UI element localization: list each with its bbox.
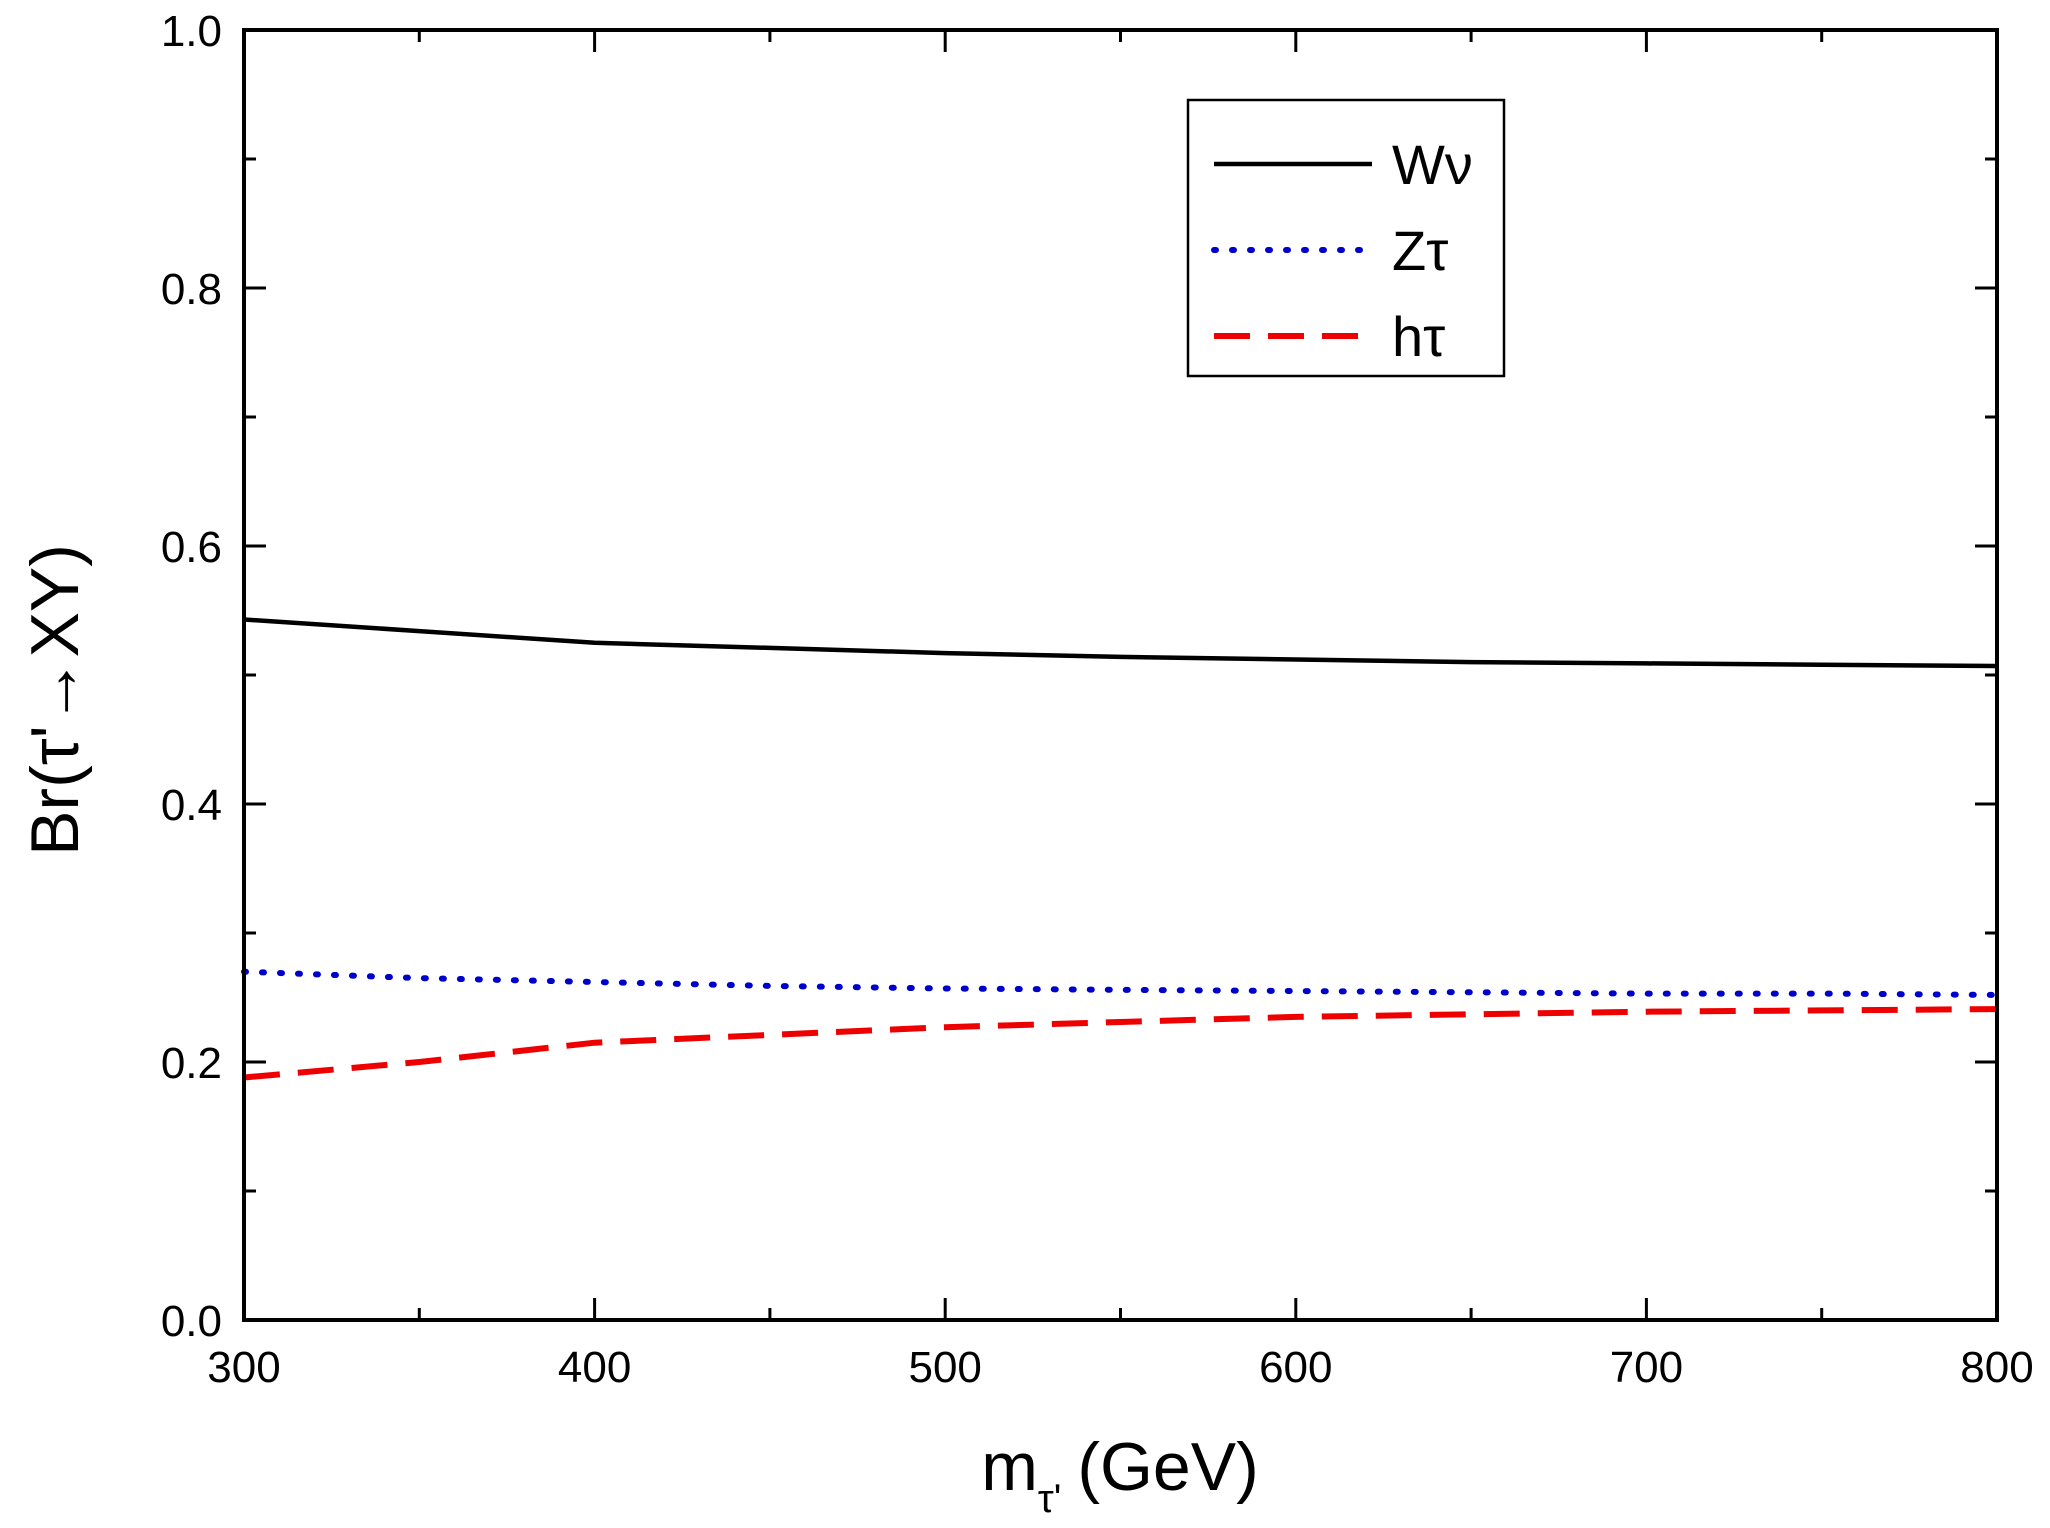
legend-box — [1186, 98, 1506, 378]
plot-frame — [242, 28, 1999, 1322]
x-tick-label: 700 — [1610, 1343, 1683, 1392]
x-axis-title-subscript: τ' — [1038, 1477, 1061, 1521]
y-tick-label: 0.4 — [161, 781, 222, 830]
series-line-2 — [243, 1006, 1998, 1081]
legend-label-0: Wν — [1392, 133, 1473, 196]
x-axis-title-unit: (GeV) — [1077, 1429, 1258, 1505]
legend-label-1: Zτ — [1392, 219, 1448, 282]
y-tick-label: 0.8 — [161, 265, 222, 314]
x-axis-title-main: m — [981, 1429, 1038, 1505]
legend: Wν Zτ hτ — [1186, 98, 1506, 378]
y-tick-label: 0.6 — [161, 523, 222, 572]
series-line-1 — [241, 968, 2000, 998]
tick-labels: 300 400 500 600 700 800 0.0 0.2 0.4 0.6 0.8 1.0 — [161, 7, 2034, 1392]
series-line-0 — [243, 617, 1998, 669]
y-tick-label: 1.0 — [161, 7, 222, 56]
y-axis-title: Br(τ'→XY) — [17, 544, 93, 856]
x-tick-label: 300 — [207, 1343, 280, 1392]
x-tick-label: 500 — [908, 1343, 981, 1392]
x-tick-label: 800 — [1960, 1343, 2033, 1392]
x-axis-title: mτ' (GeV) — [981, 1429, 1258, 1521]
axis-ticks — [242, 28, 1999, 1322]
y-tick-label: 0.0 — [161, 1297, 222, 1346]
x-tick-label: 600 — [1259, 1343, 1332, 1392]
y-tick-label: 0.2 — [161, 1039, 222, 1088]
series-lines — [241, 617, 2000, 1081]
x-tick-label: 400 — [558, 1343, 631, 1392]
legend-label-2: hτ — [1392, 305, 1445, 368]
